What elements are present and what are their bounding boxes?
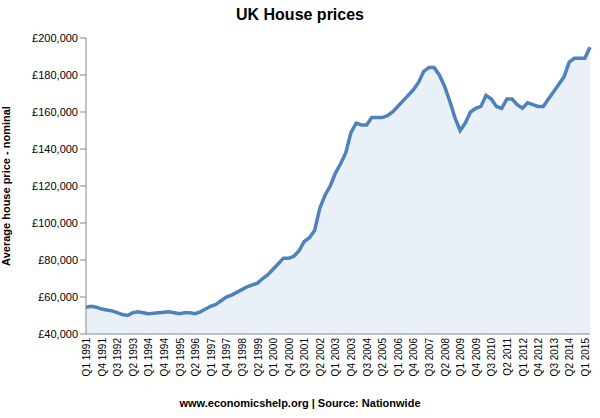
svg-text:£180,000: £180,000 [32,69,78,81]
svg-text:Q2 2014: Q2 2014 [564,338,575,377]
svg-text:Q3 2001: Q3 2001 [299,338,310,377]
svg-text:Q1 1991: Q1 1991 [81,338,92,377]
svg-text:Q2 2008: Q2 2008 [440,338,451,377]
svg-text:Q4 1991: Q4 1991 [97,338,108,377]
html-text:www.economicshelp.org | Source: www.economicshelp.org | Source: Nationwi… [179,397,421,409]
svg-text:Q1 2015: Q1 2015 [580,338,591,377]
svg-text:Q4 2009: Q4 2009 [471,338,482,377]
svg-text:Q1 1997: Q1 1997 [206,338,217,377]
svg-text:Q4 2003: Q4 2003 [346,338,357,377]
svg-text:Q1 2000: Q1 2000 [268,338,279,377]
svg-text:Q3 2010: Q3 2010 [486,338,497,377]
svg-text:£200,000: £200,000 [32,32,78,44]
svg-text:Q3 1998: Q3 1998 [237,338,248,377]
svg-text:Q4 2006: Q4 2006 [408,338,419,377]
svg-text:Q1 2006: Q1 2006 [393,338,404,377]
svg-text:Q3 1995: Q3 1995 [175,338,186,377]
svg-text:Q2 1993: Q2 1993 [128,338,139,377]
svg-text:Q3 2007: Q3 2007 [424,338,435,377]
svg-text:Q2 2002: Q2 2002 [315,338,326,377]
svg-text:Q2 1999: Q2 1999 [253,338,264,377]
svg-text:Q2 2011: Q2 2011 [502,338,513,376]
svg-text:£40,000: £40,000 [38,328,78,340]
svg-text:Q4 1994: Q4 1994 [159,338,170,377]
svg-text:£120,000: £120,000 [32,180,78,192]
svg-text:Q2 2005: Q2 2005 [377,338,388,377]
svg-text:£60,000: £60,000 [38,291,78,303]
svg-text:Q4 1997: Q4 1997 [221,338,232,377]
svg-text:Q2 1996: Q2 1996 [190,338,201,377]
svg-text:£100,000: £100,000 [32,217,78,229]
svg-text:Q3 2013: Q3 2013 [549,338,560,377]
svg-text:£160,000: £160,000 [32,106,78,118]
svg-text:Q4 2012: Q4 2012 [533,338,544,377]
svg-text:Q4 2000: Q4 2000 [284,338,295,377]
svg-text:Q1 2009: Q1 2009 [455,338,466,377]
svg-text:Q1 2003: Q1 2003 [331,338,342,377]
svg-text:Q1 2012: Q1 2012 [518,338,529,377]
svg-text:Q3 2004: Q3 2004 [362,338,373,377]
svg-text:£80,000: £80,000 [38,254,78,266]
svg-text:£140,000: £140,000 [32,143,78,155]
svg-text:Q3 1992: Q3 1992 [112,338,123,377]
svg-text:Q1 1994: Q1 1994 [143,338,154,377]
svg-text:Average house price - nominal: Average house price - nominal [8,106,12,266]
html-text:UK House prices: UK House prices [236,6,364,23]
